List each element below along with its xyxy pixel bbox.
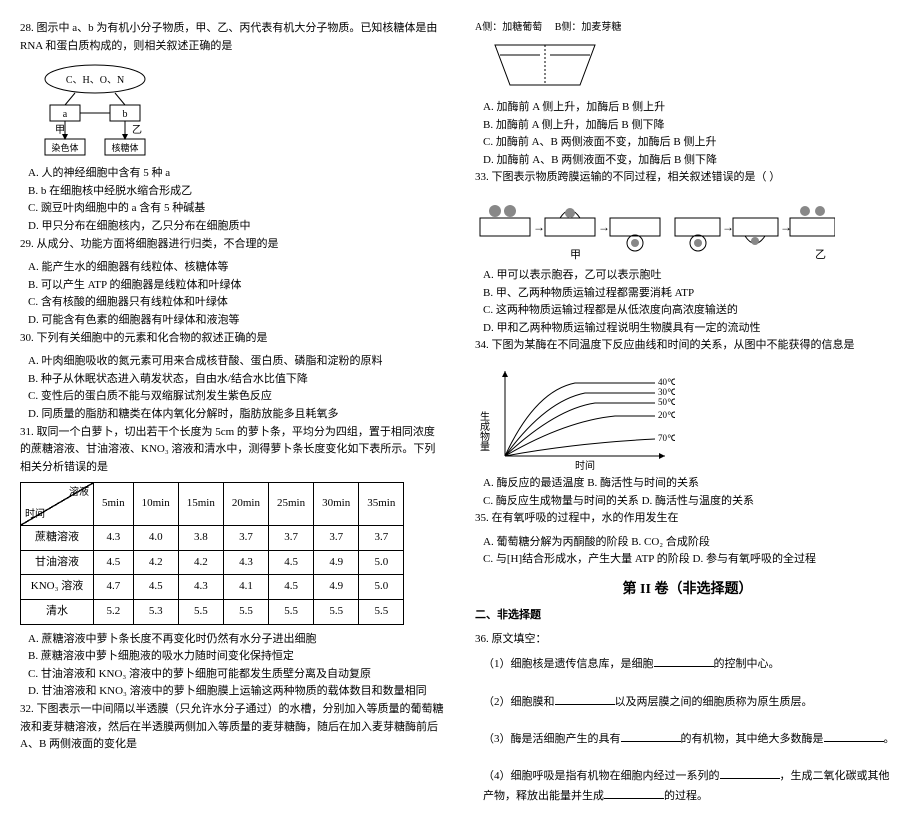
left-column: 28. 图示中 a、b 为有机小分子物质，甲、乙、丙代表有机大分子物质。已知核糖… [20,20,445,805]
q35-opt-cd: C. 与[H]结合形成水，产生大量 ATP 的阶段 D. 参与有氧呼吸的全过程 [483,551,900,569]
table-row: 蔗糖溶液4.34.03.83.73.73.73.7 [21,526,404,551]
q36-stem: 36. 原文填空： [475,631,900,649]
q32-diagram-labels: A侧：加糖葡萄 B侧：加麦芽糖 [475,20,900,36]
section-2-title: 第 II 卷（非选择题） [475,579,900,601]
q34-stem: 34. 下图为某酶在不同温度下反应曲线和时间的关系，从图中不能获得的信息是 [475,337,900,355]
q32-diagram [475,40,615,95]
svg-text:生成物量: 生成物量 [478,410,490,451]
q33-opt-a: A. 甲可以表示胞吞，乙可以表示胞吐 [483,267,900,285]
blank[interactable] [720,766,780,779]
svg-text:核糖体: 核糖体 [111,142,138,153]
q29-opt-d: D. 可能含有色素的细胞器有叶绿体和液泡等 [28,312,445,330]
q35-stem: 35. 在有氧呼吸的过程中，水的作用发生在 [475,510,900,528]
svg-text:20℃: 20℃ [658,410,675,420]
q29-opt-c: C. 含有核酸的细胞器只有线粒体和叶绿体 [28,294,445,312]
svg-text:甲: 甲 [55,125,65,136]
blank[interactable] [604,786,664,799]
svg-text:→: → [722,220,734,234]
blank[interactable] [654,654,714,667]
q33-opt-b: B. 甲、乙两种物质运输过程都需要消耗 ATP [483,285,900,303]
table-row: 清水5.25.35.55.55.55.55.5 [21,600,404,625]
q34-opt-cd: C. 酶反应生成物量与时间的关系 D. 酶活性与温度的关系 [483,493,900,511]
q32-stem: 32. 下图表示一中间隔以半透膜（只允许水分子通过）的水槽，分别加入等质量的葡萄… [20,701,445,754]
q34-chart: 生成物量 时间 40℃ 30℃ 50℃ 20℃ 70℃ [475,361,675,471]
svg-text:甲: 甲 [570,249,581,261]
blank[interactable] [555,692,615,705]
table-corner: 溶液 时间 [21,483,94,526]
q30-stem: 30. 下列有关细胞中的元素和化合物的叙述正确的是 [20,330,445,348]
q36-item-1: （1）细胞核是遗传信息库，是细胞的控制中心。 [483,654,900,674]
right-column: A侧：加糖葡萄 B侧：加麦芽糖 A. 加酶前 A 侧上升，加酶后 B 侧上升 B… [475,20,900,805]
svg-text:50℃: 50℃ [658,397,675,407]
q28-diagram: C、H、O、N a b 甲 乙 染色体 核糖体 [20,61,170,161]
q36-item-2: （2）细胞膜和以及两层膜之间的细胞质称为原生质层。 [483,692,900,712]
q28-opt-a: A. 人的神经细胞中含有 5 种 a [28,165,445,183]
q32-opt-a: A. 加酶前 A 侧上升，加酶后 B 侧上升 [483,99,900,117]
svg-text:b: b [123,109,128,120]
svg-text:染色体: 染色体 [51,142,78,153]
q28-opt-c: C. 豌豆叶肉细胞中的 a 含有 5 种碱基 [28,200,445,218]
svg-text:70℃: 70℃ [658,433,675,443]
svg-text:40℃: 40℃ [658,377,675,387]
q34-opt-ab: A. 酶反应的最适温度 B. 酶活性与时间的关系 [483,475,900,493]
q31-opt-c: C. 甘油溶液和 KNO₃ 溶液中的萝卜细胞可能都发生质壁分离及自动复原 [28,666,445,684]
q33-diagram: → → 甲 → → 乙 [475,193,835,263]
diagram-top-label: C、H、O、N [66,75,124,86]
q31-stem: 31. 取同一个白萝卜，切出若干个长度为 5cm 的萝卜条，平均分为四组，置于相… [20,424,445,477]
q30-opt-a: A. 叶肉细胞吸收的氮元素可用来合成核苷酸、蛋白质、磷脂和淀粉的原料 [28,353,445,371]
svg-text:a: a [63,109,68,120]
blank[interactable] [824,729,884,742]
q31-opt-a: A. 蔗糖溶液中萝卜条长度不再变化时仍然有水分子进出细胞 [28,631,445,649]
q35-opt-ab: A. 葡萄糖分解为丙酮酸的阶段 B. CO₂ 合成阶段 [483,534,900,552]
q36-item-4: （4）细胞呼吸是指有机物在细胞内经过一系列的，生成二氧化碳或其他产物，释放出能量… [483,766,900,805]
table-row: 甘油溶液4.54.24.24.34.54.95.0 [21,550,404,575]
q28-opt-b: B. b 在细胞核中经脱水缩合形成乙 [28,183,445,201]
svg-text:→: → [533,220,545,234]
q30-opt-b: B. 种子从休眠状态进入萌发状态，自由水/结合水比值下降 [28,371,445,389]
svg-text:→: → [598,220,610,234]
q30-opt-c: C. 变性后的蛋白质不能与双缩脲试剂发生紫色反应 [28,388,445,406]
blank[interactable] [621,729,681,742]
svg-text:时间: 时间 [575,459,595,471]
svg-text:30℃: 30℃ [658,387,675,397]
q31-table: 溶液 时间 5min 10min 15min 20min 25min 30min… [20,482,404,624]
q32-opt-d: D. 加酶前 A、B 两侧液面不变，加酶后 B 侧下降 [483,152,900,170]
q33-opt-d: D. 甲和乙两种物质运输过程说明生物膜具有一定的流动性 [483,320,900,338]
q31-opt-d: D. 甘油溶液和 KNO₃ 溶液中的萝卜细胞膜上运输这两种物质的载体数目和数量相… [28,683,445,701]
q28-stem: 28. 图示中 a、b 为有机小分子物质，甲、乙、丙代表有机大分子物质。已知核糖… [20,20,445,55]
q29-opt-b: B. 可以产生 ATP 的细胞器是线粒体和叶绿体 [28,277,445,295]
q32-opt-b: B. 加酶前 A 侧上升，加酶后 B 侧下降 [483,117,900,135]
q33-opt-c: C. 这两种物质运输过程都是从低浓度向高浓度输送的 [483,302,900,320]
q29-stem: 29. 从成分、功能方面将细胞器进行归类，不合理的是 [20,236,445,254]
table-row: KNO₃ 溶液4.74.54.34.14.54.95.0 [21,575,404,600]
q30-opt-d: D. 同质量的脂肪和糖类在体内氧化分解时，脂肪放能多且耗氧多 [28,406,445,424]
q28-opt-d: D. 甲只分布在细胞核内，乙只分布在细胞质中 [28,218,445,236]
subsection-title: 二、非选择题 [475,607,900,625]
q32-opt-c: C. 加酶前 A、B 两侧液面不变，加酶后 B 侧上升 [483,134,900,152]
q29-opt-a: A. 能产生水的细胞器有线粒体、核糖体等 [28,259,445,277]
q33-stem: 33. 下图表示物质跨膜运输的不同过程，相关叙述错误的是（ ） [475,169,900,187]
svg-text:乙: 乙 [132,124,142,136]
svg-text:乙: 乙 [815,248,826,261]
q36-item-3: （3）酶是活细胞产生的具有的有机物，其中绝大多数酶是。 [483,729,900,749]
